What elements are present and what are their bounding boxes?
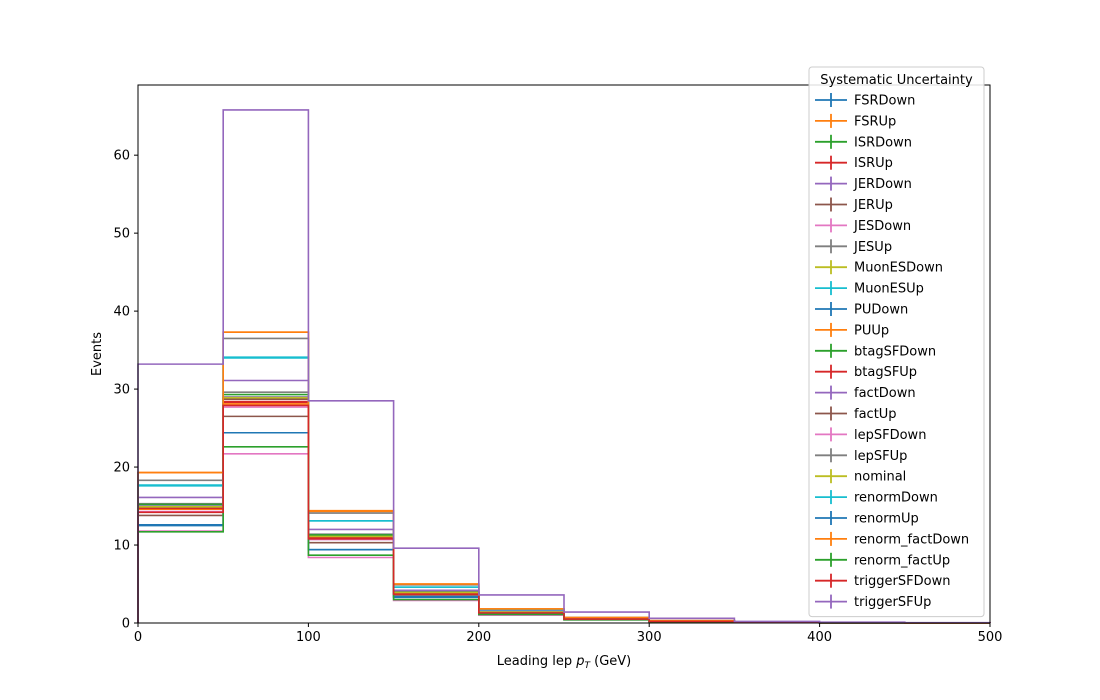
- y-tick-label: 30: [113, 383, 130, 398]
- y-tick-label: 20: [113, 461, 130, 476]
- legend-label: MuonESDown: [854, 261, 943, 276]
- x-tick-label: 0: [134, 630, 142, 645]
- legend-item-FSRUp: FSRUp: [815, 113, 896, 129]
- x-tick-label: 100: [296, 630, 321, 645]
- legend-label: MuonESUp: [854, 282, 924, 297]
- y-tick-label: 40: [113, 305, 130, 320]
- y-axis-ticks: 0 10 20 30 40 50 60: [113, 149, 138, 632]
- legend-label: JERUp: [853, 198, 893, 213]
- legend-label: nominal: [854, 470, 906, 485]
- legend-label: JERDown: [853, 177, 912, 192]
- y-tick-label: 0: [122, 617, 130, 632]
- legend-item-renormDown: renormDown: [815, 490, 938, 506]
- legend-label: JESUp: [853, 240, 892, 255]
- legend-item-MuonESDown: MuonESDown: [815, 260, 943, 276]
- legend-item-triggerSFDown: triggerSFDown: [815, 573, 950, 589]
- legend-item-JERDown: JERDown: [815, 176, 912, 192]
- legend-label: triggerSFUp: [854, 595, 931, 610]
- y-tick-label: 50: [113, 227, 130, 242]
- legend-label: FSRUp: [854, 114, 896, 129]
- legend-item-FSRDown: FSRDown: [815, 93, 915, 109]
- legend-label: btagSFDown: [854, 344, 936, 359]
- legend-item-factDown: factDown: [815, 385, 916, 401]
- legend-label: factDown: [854, 386, 916, 401]
- legend-label: lepSFDown: [854, 428, 926, 443]
- legend-item-triggerSFUp: triggerSFUp: [815, 594, 931, 610]
- series-line-triggerSFUp: [137, 109, 991, 624]
- x-tick-label: 500: [978, 630, 1003, 645]
- legend-label: renorm_factUp: [854, 553, 950, 568]
- legend-label: ISRUp: [854, 156, 893, 171]
- legend-label: renorm_factDown: [854, 532, 969, 547]
- legend-label: factUp: [854, 407, 897, 422]
- legend-label: btagSFUp: [854, 365, 917, 380]
- y-axis-label: Events: [90, 332, 105, 376]
- legend-item-JESDown: JESDown: [815, 218, 911, 234]
- x-axis-ticks: 0 100 200 300 400 500: [134, 623, 1003, 645]
- legend: Systematic Uncertainty FSRDown FSRUp ISRDow…: [808, 66, 985, 618]
- legend-item-ISRDown: ISRDown: [815, 134, 912, 150]
- legend-label: PUDown: [854, 303, 908, 318]
- legend-item-ISRUp: ISRUp: [815, 155, 893, 171]
- x-tick-label: 300: [637, 630, 662, 645]
- legend-item-btagSFUp: btagSFUp: [815, 364, 917, 380]
- legend-label: ISRDown: [854, 135, 912, 150]
- legend-label: FSRDown: [854, 94, 915, 109]
- legend-item-btagSFDown: btagSFDown: [815, 343, 936, 359]
- legend-item-lepSFDown: lepSFDown: [815, 427, 926, 443]
- x-tick-label: 400: [807, 630, 832, 645]
- y-tick-label: 60: [113, 149, 130, 164]
- legend-item-JERUp: JERUp: [815, 197, 893, 213]
- axes-frame: [137, 84, 991, 624]
- legend-box: [808, 66, 985, 618]
- legend-label: JESDown: [853, 219, 911, 234]
- x-tick-label: 200: [466, 630, 491, 645]
- legend-item-renorm_factDown: renorm_factDown: [815, 531, 969, 547]
- legend-item-nominal: nominal: [815, 469, 906, 485]
- legend-label: triggerSFDown: [854, 574, 950, 589]
- legend-item-PUDown: PUDown: [815, 302, 908, 318]
- legend-item-renorm_factUp: renorm_factUp: [815, 552, 950, 568]
- legend-label: renormDown: [854, 491, 938, 506]
- x-axis-label: Leading lep pT (GeV): [497, 654, 631, 671]
- legend-item-PUUp: PUUp: [815, 322, 889, 338]
- legend-item-renormUp: renormUp: [815, 511, 919, 527]
- legend-item-MuonESUp: MuonESUp: [815, 281, 924, 297]
- legend-item-JESUp: JESUp: [815, 239, 892, 255]
- legend-item-lepSFUp: lepSFUp: [815, 448, 907, 464]
- legend-label: lepSFUp: [854, 449, 907, 464]
- legend-label: PUUp: [854, 323, 889, 338]
- legend-item-factUp: factUp: [815, 406, 897, 422]
- y-tick-label: 10: [113, 539, 130, 554]
- legend-title: Systematic Uncertainty: [820, 73, 973, 88]
- legend-label: renormUp: [854, 512, 919, 527]
